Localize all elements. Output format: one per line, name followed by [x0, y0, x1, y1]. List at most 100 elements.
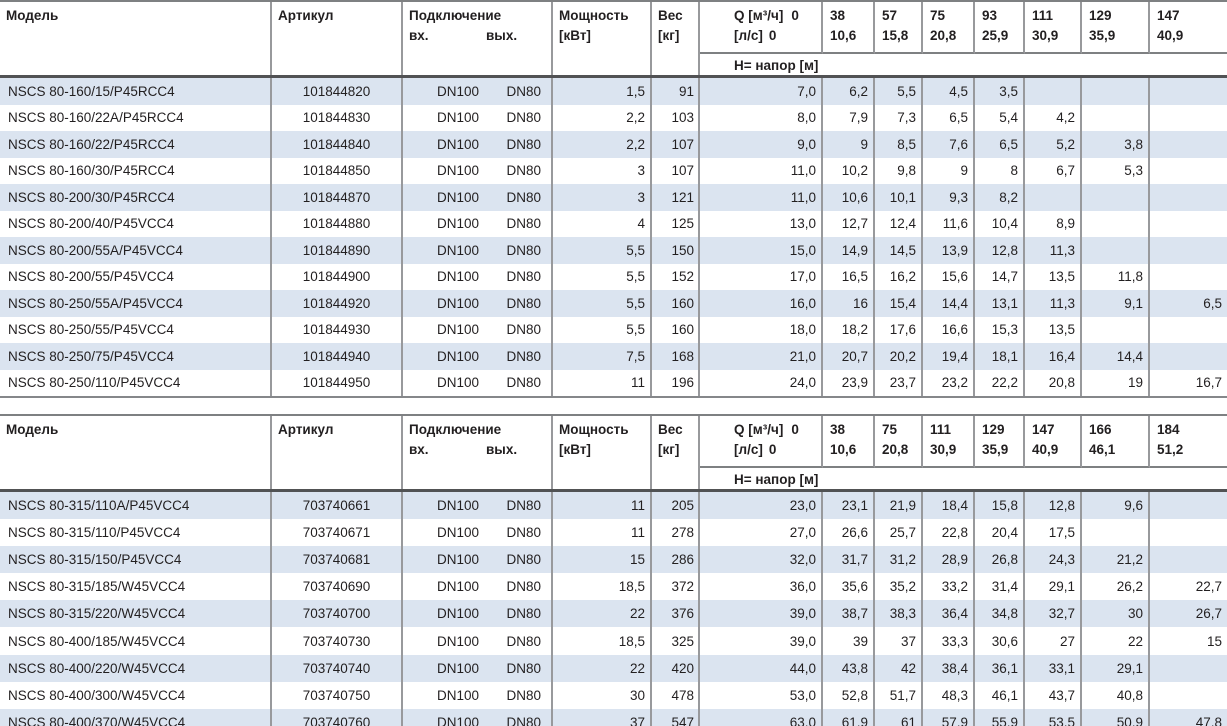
head-value-cell: 12,8 — [1025, 492, 1082, 520]
model-cell-text: NSCS 80-160/15/P45RCC4 — [8, 83, 175, 99]
q-zero: 0 — [791, 8, 799, 23]
head-value-cell-text: 18,4 — [941, 498, 968, 514]
conn-in-cell-text: DN100 — [436, 687, 479, 703]
head-value-cell — [1082, 210, 1150, 237]
head-value-cell-text: 37 — [900, 633, 916, 649]
weight-cell-text: 420 — [671, 660, 694, 676]
table-row: NSCS 80-400/220/W45VCC4 703740740 DN100 DN8… — [0, 654, 1227, 682]
head-value-cell: 16,6 — [923, 316, 975, 343]
power-cell: 15 — [553, 546, 652, 574]
table-row: NSCS 80-315/220/W45VCC4 703740700 DN100 DN8… — [0, 600, 1227, 628]
table-row: NSCS 80-160/15/P45RCC4 101844820 DN100 DN80… — [0, 78, 1227, 105]
head-value-cell-text: 4,5 — [949, 83, 968, 99]
head-value-cell: 16,2 — [875, 263, 923, 290]
conn-in-cell-text: DN100 — [436, 525, 479, 541]
model-cell: NSCS 80-315/185/W45VCC4 — [0, 573, 272, 601]
q-ls-value: 30,9 — [1032, 28, 1059, 43]
head-value-cell-text: 8,0 — [797, 110, 816, 126]
power-cell-text: 22 — [629, 606, 645, 622]
conn-out-cell-text: DN80 — [506, 83, 541, 99]
head-value-cell: 30 — [1082, 600, 1150, 628]
q-col-header: 93 25,9 — [975, 2, 1025, 54]
head-value-cell: 16,5 — [823, 263, 875, 290]
model-cell: NSCS 80-250/55A/P45VCC4 — [0, 290, 272, 317]
q-m3h-value: 166 — [1089, 422, 1112, 437]
power-cell-text: 18,5 — [618, 633, 645, 649]
power-cell: 18,5 — [553, 627, 652, 655]
power-cell: 5,5 — [553, 290, 652, 317]
conn-in-cell: DN100 — [403, 519, 481, 546]
head-value-cell — [1082, 78, 1150, 105]
conn-in-cell-text: DN100 — [436, 189, 479, 205]
q-ls-value: 20,8 — [930, 28, 957, 43]
q-col-header: 75 20,8 — [923, 2, 975, 54]
head-value-cell: 44,0 — [700, 654, 823, 682]
model-cell: NSCS 80-160/30/P45RCC4 — [0, 157, 272, 184]
head-value-cell: 6,7 — [1025, 157, 1082, 184]
head-value-cell-text: 11,0 — [790, 189, 816, 205]
table-row: NSCS 80-250/110/P45VCC4 101844950 DN100 DN8… — [0, 369, 1227, 396]
head-value-cell: 8,9 — [1025, 210, 1082, 237]
col-header-power: Мощность [кВт] — [553, 2, 652, 75]
conn-out-cell-text: DN80 — [506, 579, 541, 595]
weight-cell-text: 91 — [678, 83, 694, 99]
col-header-artikul-label: Артикул — [278, 422, 334, 437]
conn-in-cell-text: DN100 — [436, 552, 479, 568]
weight-cell: 160 — [652, 316, 700, 343]
head-value-cell: 3,8 — [1082, 131, 1150, 158]
conn-out-cell-text: DN80 — [506, 163, 541, 179]
head-value-cell-text: 12,8 — [991, 242, 1018, 258]
head-value-cell-text: 6,5 — [1203, 295, 1222, 311]
artikul-cell: 703740760 — [272, 708, 403, 726]
head-value-cell: 5,4 — [975, 104, 1025, 131]
head-value-cell-text: 13,5 — [1048, 322, 1075, 338]
conn-in-cell: DN100 — [403, 184, 481, 211]
table-row: NSCS 80-200/55A/P45VCC4 101844890 DN100 DN8… — [0, 237, 1227, 264]
head-value-cell: 10,1 — [875, 184, 923, 211]
q-m3h-value: 147 — [1032, 422, 1055, 437]
weight-cell: 286 — [652, 546, 700, 574]
ls-label: [л/с] — [734, 28, 763, 43]
col-header-artikul: Артикул — [272, 416, 403, 489]
conn-in-cell: DN100 — [403, 600, 481, 627]
head-value-cell: 18,4 — [923, 492, 975, 520]
head-value-cell-text: 14,4 — [1116, 348, 1143, 364]
artikul-cell: 703740730 — [272, 627, 403, 655]
head-value-cell: 10,2 — [823, 157, 875, 184]
head-value-cell-text: 26,2 — [1116, 579, 1143, 595]
h-head-row-label: Н= напор [м] — [700, 54, 1227, 75]
head-value-cell: 14,7 — [975, 263, 1025, 290]
model-cell: NSCS 80-200/30/P45RCC4 — [0, 184, 272, 211]
head-value-cell: 14,9 — [823, 237, 875, 264]
power-cell-text: 2,2 — [626, 110, 645, 126]
model-cell: NSCS 80-400/370/W45VCC4 — [0, 708, 272, 726]
power-cell-text: 30 — [629, 687, 645, 703]
head-value-cell-text: 10,2 — [841, 163, 868, 179]
weight-cell-text: 107 — [671, 163, 694, 179]
head-value-cell-text: 16 — [852, 295, 868, 311]
head-value-cell-text: 42 — [900, 660, 916, 676]
model-cell-text: NSCS 80-400/300/W45VCC4 — [8, 687, 186, 703]
head-value-cell-text: 17,6 — [889, 322, 916, 338]
head-value-cell: 17,6 — [875, 316, 923, 343]
power-label: Мощность — [559, 8, 629, 23]
head-value-cell-text: 9,6 — [1124, 498, 1143, 514]
conn-out-cell: DN80 — [481, 600, 553, 628]
weight-cell: 278 — [652, 519, 700, 547]
weight-cell: 107 — [652, 131, 700, 158]
conn-in-cell-text: DN100 — [436, 714, 479, 726]
weight-cell-text: 125 — [671, 216, 694, 232]
head-value-cell-text: 11,3 — [1049, 295, 1075, 311]
q-ls-value: 35,9 — [982, 442, 1009, 457]
head-value-cell — [1150, 211, 1227, 238]
head-value-cell-text: 16,5 — [841, 269, 868, 285]
q-zero: 0 — [791, 422, 799, 437]
weight-cell: 152 — [652, 263, 700, 290]
q-m3h-value: 93 — [982, 8, 998, 23]
pump-table-2: Модель Артикул Подключение вх. вых. Мощн… — [0, 414, 1227, 726]
head-value-cell-text: 63,0 — [789, 714, 816, 726]
head-value-cell: 63,0 — [700, 708, 823, 726]
head-value-cell-text: 11,0 — [790, 163, 816, 179]
head-value-cell-text: 16,7 — [1195, 375, 1222, 391]
col-header-model: Модель — [0, 416, 272, 489]
